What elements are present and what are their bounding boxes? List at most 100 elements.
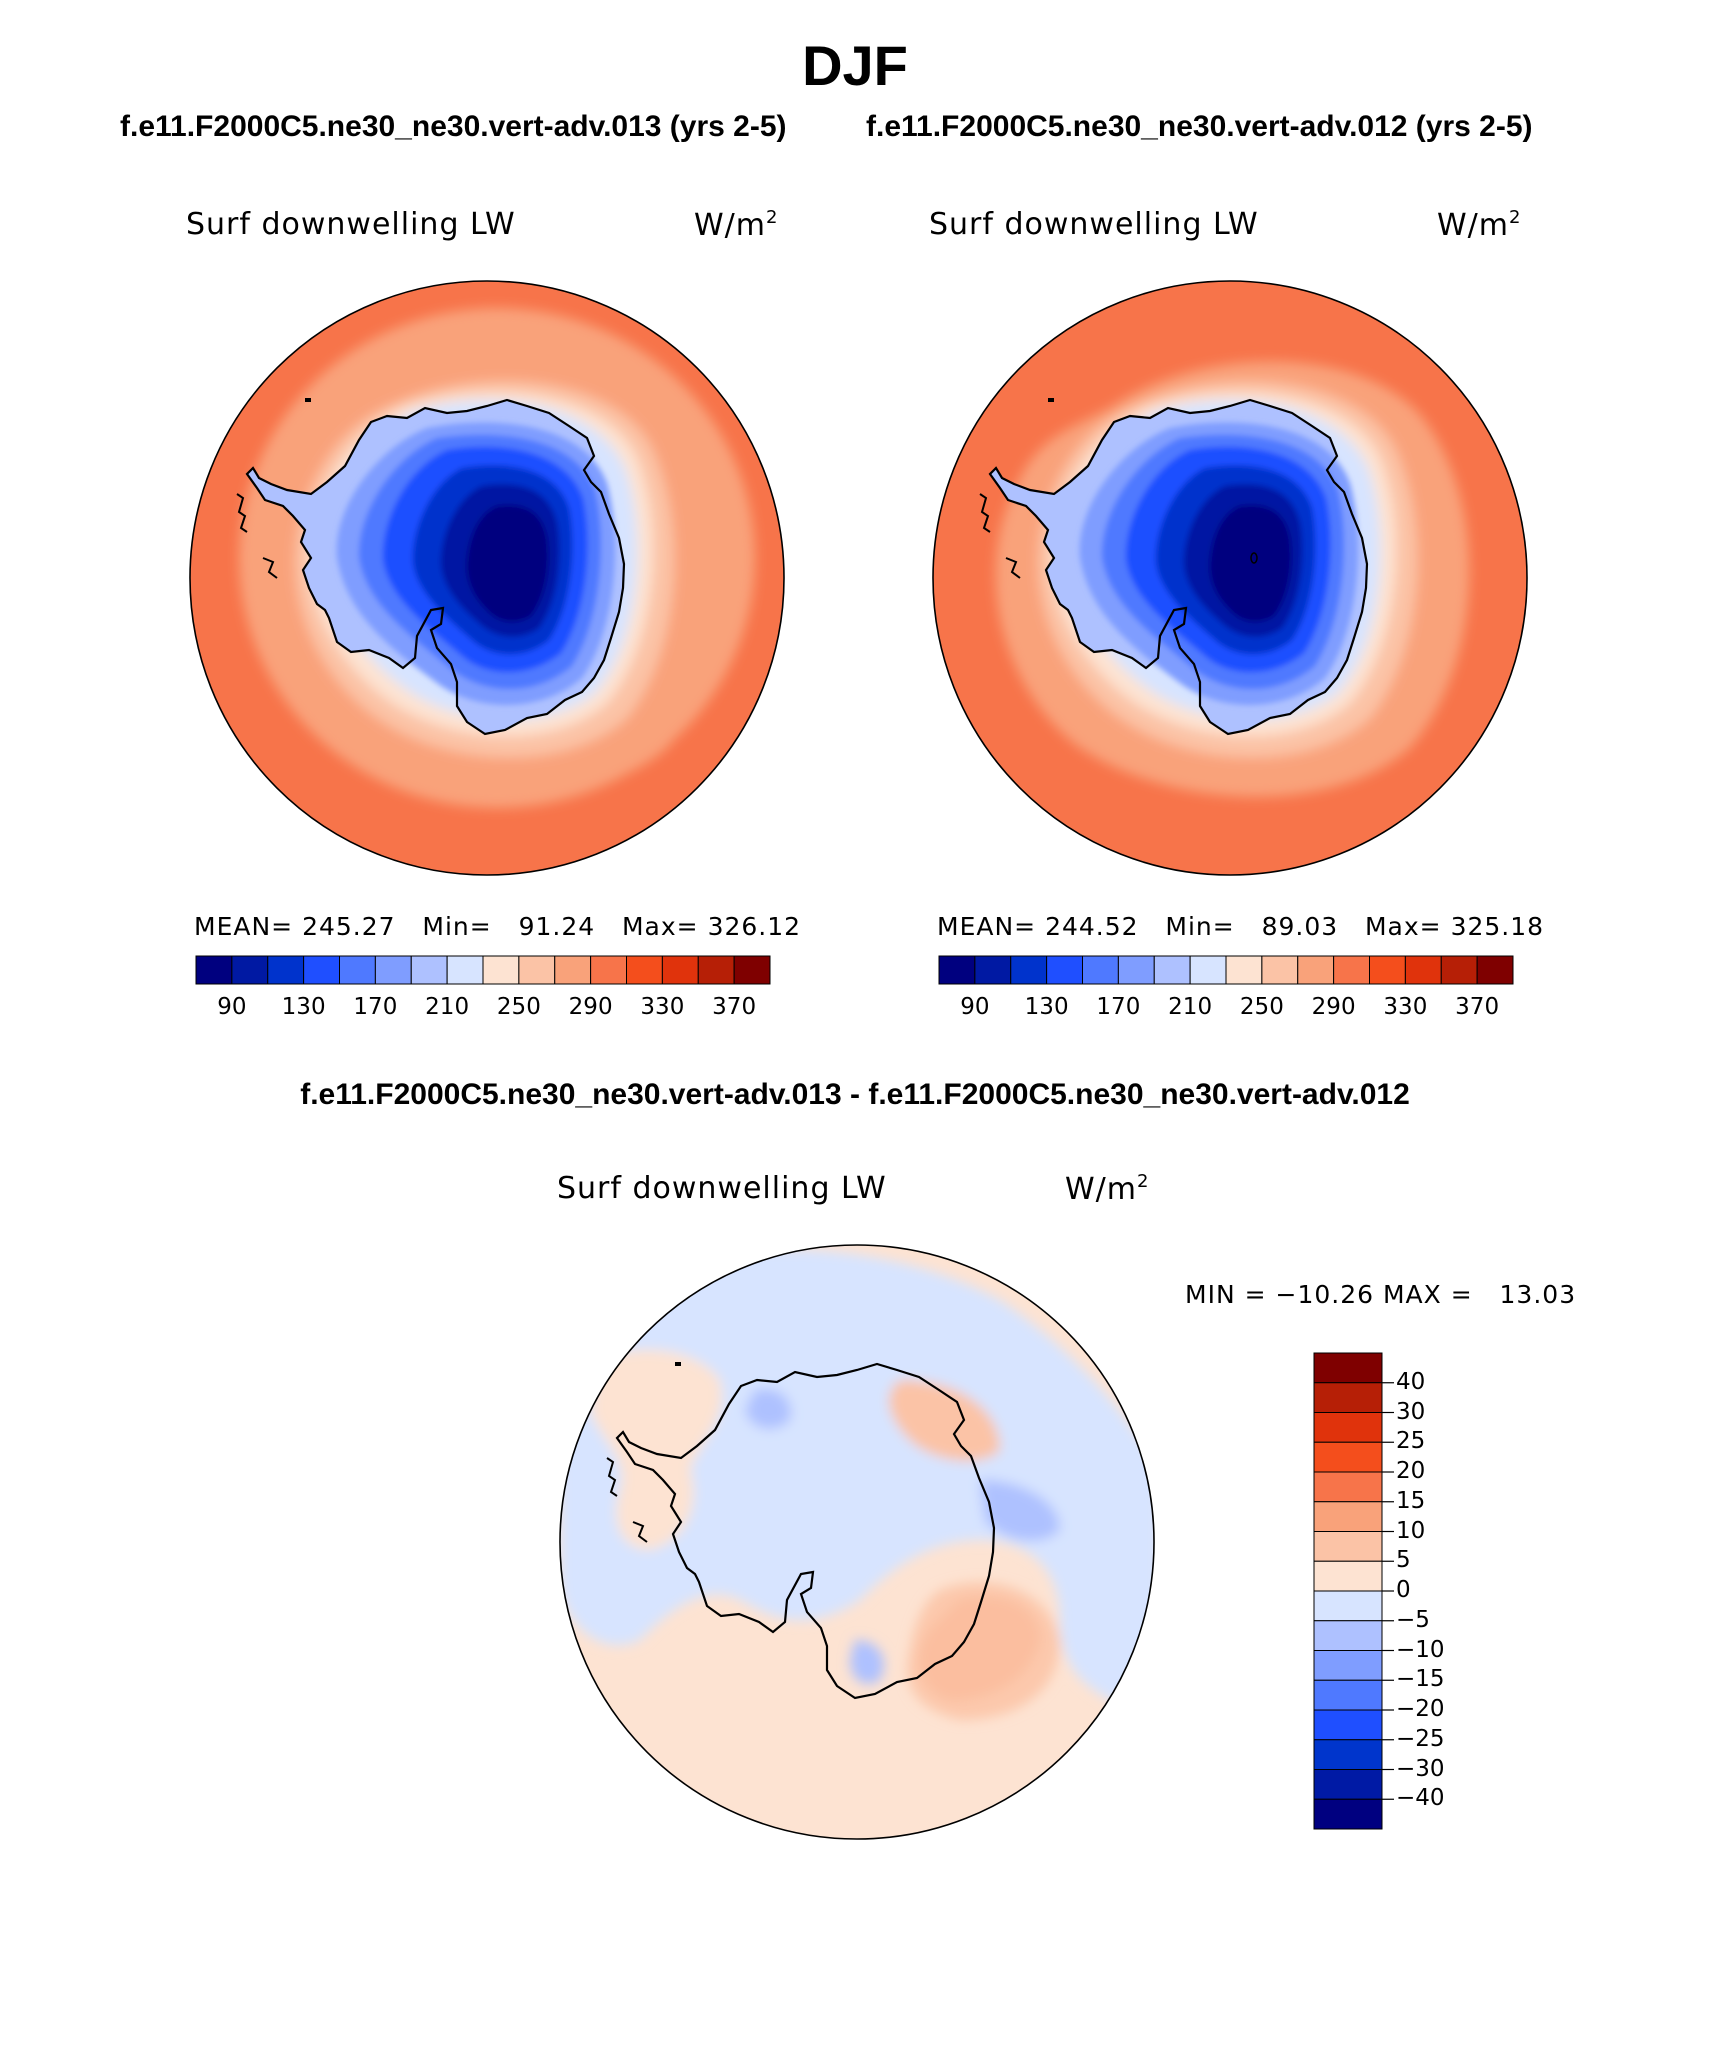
colorbar-panel2-swatch (1440, 955, 1478, 985)
colorbar-diff-tick: 10 (1396, 1517, 1426, 1544)
panel1-variable: Surf downwelling LW (186, 207, 516, 242)
colorbar-diff-swatch (1313, 1739, 1383, 1770)
colorbar-panel1-swatch (374, 955, 412, 985)
colorbar-panel1-tick: 290 (568, 994, 613, 1020)
diff-min-label: MIN = (1185, 1280, 1267, 1309)
colorbar-panel2-tick: 370 (1455, 994, 1500, 1020)
colorbar-panel1-tick: 210 (425, 994, 470, 1020)
colorbar-panel1 (195, 955, 771, 985)
colorbar-panel1-tick: 130 (281, 994, 326, 1020)
panel2-units: W/m2 (1437, 207, 1522, 243)
colorbar-diff-tick: −15 (1396, 1666, 1445, 1693)
colorbar-panel2-swatch (1010, 955, 1048, 985)
colorbar-panel1-swatch (661, 955, 699, 985)
panel2-max-label: Max= (1364, 912, 1442, 941)
diff-stats: MIN = −10.26 MAX = 13.03 (1185, 1280, 1576, 1309)
colorbar-panel2-swatch (1046, 955, 1083, 985)
colorbar-panel2-swatch (1189, 955, 1227, 985)
colorbar-diff-tick: 15 (1396, 1487, 1426, 1514)
colorbar-panel2-tick: 330 (1383, 994, 1428, 1020)
colorbar-diff-tick: 40 (1396, 1368, 1426, 1395)
panel2-max: 325.18 (1450, 912, 1545, 941)
colorbar-panel1-swatch (195, 955, 233, 985)
map-panel1 (190, 281, 784, 875)
colorbar-panel1-swatch (482, 955, 520, 985)
colorbar-diff-tick: 5 (1396, 1547, 1411, 1574)
colorbar-panel2-swatch (1261, 955, 1299, 985)
panel1-min: 91.24 (518, 912, 596, 941)
panel1-min-label: Min= (422, 912, 492, 941)
subtitle-diff: f.e11.F2000C5.ne30_ne30.vert-adv.013 - f… (300, 1078, 1410, 1111)
subtitle-right: f.e11.F2000C5.ne30_ne30.vert-adv.012 (yr… (866, 110, 1533, 143)
colorbar-panel2-swatch (1476, 955, 1514, 985)
diff-max-label: MAX = (1382, 1280, 1473, 1309)
colorbar-diff-tick: −40 (1396, 1785, 1445, 1812)
colorbar-panel2-tick: 290 (1311, 994, 1356, 1020)
colorbar-diff-swatch (1313, 1501, 1383, 1532)
colorbar-panel2-swatch (1153, 955, 1191, 985)
panel1-mean: 245.27 (302, 912, 396, 941)
colorbar-panel1-tick: 330 (640, 994, 685, 1020)
colorbar-panel1-swatch (697, 955, 735, 985)
colorbar-panel2-swatch (1369, 955, 1406, 985)
colorbar-panel2-tick: 170 (1096, 994, 1141, 1020)
colorbar-panel1-swatch (339, 955, 376, 985)
colorbar-panel2-swatch (1117, 955, 1155, 985)
panel2-mean: 244.52 (1045, 912, 1139, 941)
colorbar-diff-swatch (1313, 1531, 1383, 1562)
colorbar-diff-tick: 0 (1396, 1577, 1411, 1603)
colorbar-diff-swatch (1313, 1441, 1383, 1473)
map-diff (560, 1245, 1154, 1839)
figure-title: DJF (802, 34, 908, 97)
colorbar-diff-swatch (1313, 1382, 1383, 1413)
colorbar-panel2-tick: 250 (1239, 994, 1284, 1020)
colorbar-panel1-tick: 370 (712, 994, 757, 1020)
panel2-variable: Surf downwelling LW (929, 207, 1259, 242)
colorbar-panel1-tick: 250 (496, 994, 541, 1020)
colorbar-panel2-swatch (1404, 955, 1442, 985)
map-panel2 (933, 281, 1527, 875)
panel2-min-label: Min= (1165, 912, 1235, 941)
colorbar-panel2-swatch (1333, 955, 1370, 985)
colorbar-diff-swatch (1313, 1590, 1383, 1622)
colorbar-panel2-swatch (1225, 955, 1263, 985)
colorbar-panel2-tick: 210 (1168, 994, 1213, 1020)
colorbar-panel1-swatch (626, 955, 663, 985)
colorbar-panel2-swatch (938, 955, 976, 985)
panel1-max: 326.12 (707, 912, 802, 941)
diff-variable: Surf downwelling LW (557, 1171, 887, 1206)
colorbar-diff-swatch (1313, 1620, 1383, 1651)
colorbar-panel2-swatch (974, 955, 1012, 985)
colorbar-diff-tick: −30 (1396, 1755, 1445, 1782)
colorbar-panel1-swatch (267, 955, 305, 985)
colorbar-diff-swatch (1313, 1471, 1383, 1503)
colorbar-diff-swatch (1313, 1560, 1383, 1592)
colorbar-panel1-swatch (518, 955, 556, 985)
colorbar-diff-tick: −25 (1396, 1725, 1445, 1752)
colorbar-diff-tick: −10 (1396, 1636, 1445, 1663)
colorbar-diff (1313, 1352, 1394, 1830)
colorbar-diff-swatch (1313, 1798, 1383, 1830)
subtitle-left: f.e11.F2000C5.ne30_ne30.vert-adv.013 (yr… (120, 110, 787, 143)
colorbar-panel2 (938, 955, 1514, 985)
panel1-units: W/m2 (694, 207, 779, 243)
colorbar-diff-swatch (1313, 1352, 1383, 1384)
colorbar-diff-swatch (1313, 1650, 1383, 1681)
colorbar-panel1-swatch (554, 955, 592, 985)
diff-units: W/m2 (1065, 1171, 1150, 1207)
panel2-mean-label: MEAN= (937, 912, 1037, 941)
colorbar-panel2-tick: 130 (1024, 994, 1069, 1020)
panel1-stats: MEAN= 245.27 Min= 91.24 Max= 326.12 (194, 912, 801, 941)
colorbar-panel2-tick: 90 (960, 994, 990, 1020)
diff-min: −10.26 (1275, 1280, 1375, 1309)
colorbar-panel2-swatch (1082, 955, 1119, 985)
colorbar-panel1-swatch (231, 955, 269, 985)
colorbar-panel1-swatch (590, 955, 627, 985)
colorbar-panel1-tick: 90 (217, 994, 247, 1020)
colorbar-diff-swatch (1313, 1769, 1383, 1800)
colorbar-diff-swatch (1313, 1679, 1383, 1711)
colorbar-panel1-swatch (733, 955, 771, 985)
colorbar-diff-swatch (1313, 1709, 1383, 1741)
colorbar-panel1-swatch (303, 955, 340, 985)
